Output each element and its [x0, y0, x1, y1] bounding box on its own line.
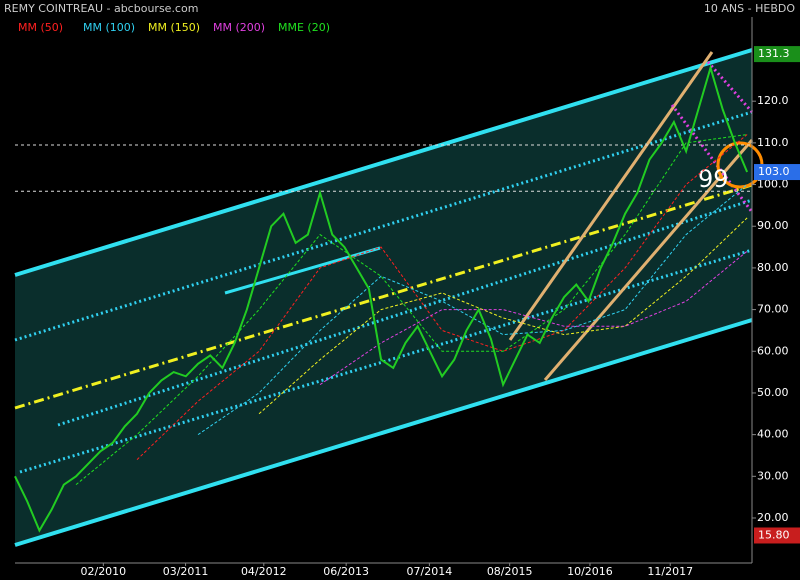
- x-tick-label: 02/2010: [80, 565, 126, 578]
- x-tick-label: 11/2017: [647, 565, 693, 578]
- y-tick-label: 120.0: [757, 94, 789, 107]
- tan-channel: [508, 51, 714, 341]
- magenta-line: [706, 61, 754, 113]
- y-tick-label: 70.00: [757, 303, 789, 316]
- annotation: 99: [698, 165, 729, 193]
- channel-top: [14, 48, 753, 277]
- moving-average: [75, 134, 748, 486]
- legend-entry: MME (20): [278, 21, 330, 34]
- price-label-box: [754, 46, 800, 63]
- channel-dotted: [14, 110, 753, 342]
- legend-entry: MM (50): [18, 21, 63, 34]
- moving-average: [319, 250, 748, 386]
- price-label: 131.3: [758, 47, 790, 60]
- y-tick-label: 100.0: [757, 178, 789, 191]
- x-tick-label: 08/2015: [487, 565, 533, 578]
- y-tick-label: 40.00: [757, 428, 789, 441]
- price-label-box: [754, 527, 800, 544]
- tan-channel: [543, 139, 754, 381]
- moving-average: [197, 184, 748, 436]
- legend-entry: MM (200): [213, 21, 265, 34]
- y-tick-label: 30.00: [757, 469, 789, 482]
- moving-average: [136, 134, 748, 460]
- moving-average: [258, 217, 748, 415]
- x-tick-label: 06/2013: [323, 565, 369, 578]
- legend-entry: MM (150): [148, 21, 200, 34]
- magenta-line: [670, 104, 754, 213]
- y-tick-label: 20.00: [757, 511, 789, 524]
- x-tick-label: 04/2012: [241, 565, 287, 578]
- price-line: [14, 64, 749, 533]
- y-tick-label: 50.00: [757, 386, 789, 399]
- price-label: 15.80: [758, 528, 790, 541]
- price-label: 103.0: [758, 165, 790, 178]
- x-tick-label: 07/2014: [407, 565, 453, 578]
- legend-entry: MM (100): [83, 21, 135, 34]
- y-tick-label: 110.0: [757, 136, 789, 149]
- channel-bottom: [14, 318, 753, 547]
- channel-mid: [14, 183, 753, 410]
- chart-subtitle: 10 ANS - HEBDO: [704, 2, 795, 15]
- x-tick-label: 10/2016: [567, 565, 613, 578]
- price-label-box: [754, 164, 800, 181]
- y-tick-label: 90.00: [757, 219, 789, 232]
- support-line: [224, 246, 381, 295]
- chart-title: REMY COINTREAU - abcbourse.com: [4, 2, 198, 15]
- x-tick-label: 03/2011: [163, 565, 209, 578]
- y-tick-label: 80.00: [757, 261, 789, 274]
- y-tick-label: 60.00: [757, 344, 789, 357]
- channel-dotted: [57, 198, 753, 427]
